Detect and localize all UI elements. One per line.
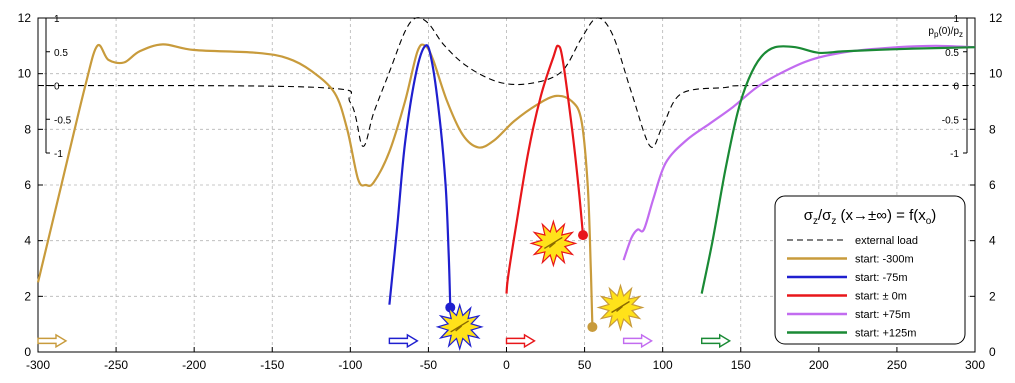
y-tick-label: 6 [24,178,31,192]
start-arrow-icon [701,333,732,349]
burst-crack [450,320,470,333]
axes: -300 -250 -200 -150 -100 -50 0 50 100 150 200 250 30… [18,11,1003,372]
series-lines [36,17,976,327]
x-tick-label: 300 [965,358,985,372]
inset-label-part: (0)/p [938,26,959,37]
legend-label: start: -300m [855,254,914,266]
y-tick-label-right: 12 [989,11,1003,25]
x-tick-label: -100 [338,358,362,372]
legend-title: σz/σz (x→±∞) = f(xo) [804,207,937,227]
legend-title-part: o [926,216,932,227]
y-tick-label: 4 [24,234,31,248]
markers [37,219,732,351]
y-tick-label-right: 6 [989,178,996,192]
y-tick-label-right: 2 [989,289,996,303]
legend-title-part: (x→±∞) = f(x [836,207,926,224]
y-tick-label: 12 [18,11,32,25]
x-tick-label: -250 [104,358,128,372]
x-tick-label: 100 [653,358,673,372]
legend-title-part: z [831,216,836,227]
inset-tick-label-left: 1 [54,14,60,25]
y-tick-label: 8 [24,122,31,136]
x-tick-label: 0 [503,358,510,372]
series-line [622,44,976,261]
inset-label-part: p [928,26,934,37]
x-tick-label: -200 [182,358,206,372]
legend-title-part: /σ [818,207,832,224]
end-marker-dot [445,302,456,313]
inset-label-part: z [959,30,963,39]
inset-tick-label-left: 0.5 [54,48,68,59]
inset-tick-label-right: -0.5 [942,115,960,126]
start-arrow-icon [505,333,536,349]
y-tick-label: 0 [24,345,31,359]
end-marker-dot [578,230,589,241]
inset-label-part: p [934,30,939,39]
inset-tick-label-left: -1 [54,149,63,160]
legend-label: start: +75m [855,309,910,321]
legend-label: start: +125m [855,328,916,340]
series-line [388,44,452,308]
start-arrow-icon [622,333,653,349]
legend-title-part: ) [931,207,936,224]
x-tick-label: 150 [731,358,751,372]
inset-tick-label-right: 0.5 [945,48,959,59]
legend-label: external load [855,235,918,247]
burst-crack [611,300,630,314]
start-arrow-icon [37,333,68,349]
x-tick-label: 200 [809,358,829,372]
inset-axis-label: pp(0)/pz [928,26,963,39]
inset-tick-label-left: -0.5 [54,115,72,126]
series-line [36,43,594,327]
series-line [37,17,976,148]
legend-label: start: -75m [855,272,908,284]
end-marker-dot [587,321,598,332]
x-tick-label: 250 [887,358,907,372]
y-tick-label-right: 10 [989,67,1003,81]
start-arrow-icon [388,333,419,349]
inset-tick-label-right: -1 [950,149,959,160]
series-line [505,44,585,294]
legend-title-part: z [813,216,818,227]
legend: σz/σz (x→±∞) = f(xo)external loadstart: … [774,195,966,345]
y-tick-label-right: 0 [989,345,996,359]
burst-crack [543,236,563,250]
x-tick-label: 50 [578,358,592,372]
inset-tick-label-right: 0 [953,82,959,93]
y-tick-label: 2 [24,289,31,303]
x-tick-label: -150 [260,358,284,372]
series-line [700,45,976,294]
y-tick-label: 10 [18,67,32,81]
x-tick-label: -50 [420,358,438,372]
y-tick-label-right: 4 [989,234,996,248]
inset-tick-label-right: 1 [953,14,959,25]
legend-title-part: σ [804,207,814,224]
legend-frame [774,195,966,345]
legend-label: start: ± 0m [855,291,907,303]
grid [38,18,975,352]
x-tick-label: -300 [26,358,50,372]
y-tick-label-right: 8 [989,122,996,136]
inset-tick-label-left: 0 [54,82,60,93]
